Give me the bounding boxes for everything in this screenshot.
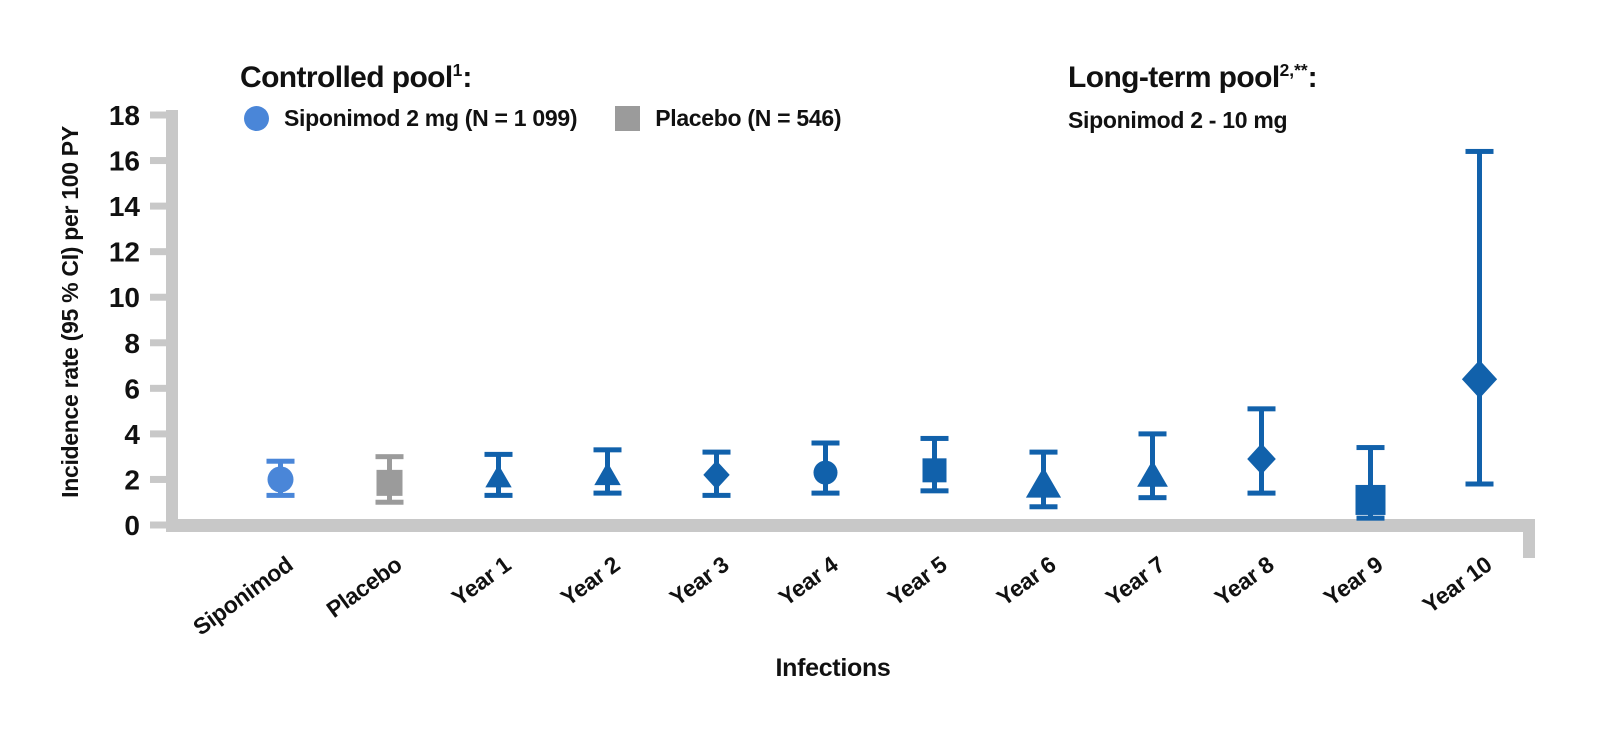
error-bar-cap-bottom	[1356, 515, 1385, 521]
x-category-label-year-8: Year 8	[1210, 551, 1279, 611]
error-bar-cap-bottom	[1029, 504, 1058, 510]
data-point-year-9-square	[1355, 484, 1386, 515]
data-point-year-4-circle	[813, 460, 838, 485]
x-axis-end-cap	[1523, 519, 1535, 558]
data-point-year-8-diamond	[1247, 443, 1276, 475]
y-tick-14	[150, 202, 166, 210]
x-category-label-year-1: Year 1	[447, 551, 516, 611]
error-bar-cap-top	[1465, 148, 1494, 154]
error-bar-cap-top	[1029, 449, 1058, 455]
y-tick-6	[150, 384, 166, 392]
legend-item-placebo: Placebo (N = 546)	[615, 105, 842, 132]
y-tick-16	[150, 157, 166, 165]
error-bar-cap-bottom	[920, 488, 949, 494]
x-category-label-year-3: Year 3	[665, 551, 734, 611]
data-point-placebo-square	[376, 469, 403, 496]
x-category-label-placebo: Placebo	[321, 551, 406, 623]
long-term-pool-heading: Long-term pool2,**:	[1068, 60, 1318, 95]
data-point-year-3-diamond	[703, 460, 730, 490]
error-bar-cap-bottom	[1138, 495, 1167, 501]
x-category-label-siponimod: Siponimod	[188, 551, 297, 640]
x-category-label-year-10: Year 10	[1418, 551, 1497, 618]
y-tick-label-4: 4	[124, 419, 140, 450]
error-bar-cap-bottom	[1247, 490, 1276, 496]
long-term-pool-colon: :	[1307, 61, 1318, 94]
y-tick-label-6: 6	[124, 373, 140, 404]
error-bar-cap-bottom	[375, 499, 404, 505]
controlled-pool-title: Controlled pool	[240, 61, 453, 94]
error-bar-cap-top	[1247, 406, 1276, 412]
controlled-pool-colon: :	[462, 61, 472, 94]
error-bar-cap-top	[593, 447, 622, 453]
error-bar-cap-bottom	[1465, 481, 1494, 487]
y-tick-label-0: 0	[124, 510, 140, 541]
long-term-pool-superscript: 2,**	[1279, 60, 1308, 80]
y-tick-label-10: 10	[109, 282, 140, 313]
error-bar-stem	[1477, 151, 1482, 484]
y-tick-18	[150, 111, 166, 119]
data-point-year-7-triangle	[1137, 460, 1168, 487]
x-axis-title: Infections	[775, 654, 890, 682]
y-tick-4	[150, 430, 166, 438]
siponimod-circle-marker-icon	[244, 106, 269, 131]
error-bar-cap-bottom	[593, 490, 622, 496]
y-tick-label-18: 18	[109, 100, 140, 131]
x-category-label-year-9: Year 9	[1319, 551, 1388, 611]
y-tick-2	[150, 475, 166, 483]
plot-area: 0 2 4 6 8 10 12 14 16 18 Siponimod Placebo Year 1 Yea…	[109, 100, 1535, 640]
controlled-pool-legend: Siponimod 2 mg (N = 1 099) Placebo (N = …	[244, 105, 842, 132]
error-bar-cap-top	[1138, 431, 1167, 437]
long-term-pool-subtitle: Siponimod 2 - 10 mg	[1068, 107, 1288, 133]
data-point-year-5-square	[922, 458, 947, 483]
x-category-label-year-5: Year 5	[883, 551, 952, 611]
data-point-year-2-triangle	[594, 462, 621, 486]
error-bar-cap-top	[266, 458, 295, 464]
data-point-year-1-triangle	[485, 464, 512, 488]
y-tick-0	[150, 521, 166, 529]
legend-label-siponimod: Siponimod 2 mg (N = 1 099)	[284, 105, 578, 131]
x-category-label-year-2: Year 2	[556, 551, 625, 611]
x-category-label-year-7: Year 7	[1101, 551, 1170, 611]
y-tick-10	[150, 293, 166, 301]
y-tick-label-2: 2	[124, 464, 140, 495]
y-tick-label-16: 16	[109, 146, 140, 177]
x-category-label-year-4: Year 4	[774, 551, 843, 611]
placebo-square-marker-icon	[615, 106, 641, 131]
y-tick-label-12: 12	[109, 237, 140, 268]
error-bar-cap-bottom	[484, 492, 513, 498]
error-bar-cap-top	[484, 451, 513, 457]
error-bar-cap-top	[1356, 445, 1385, 451]
controlled-pool-heading: Controlled pool1:	[240, 60, 472, 95]
x-category-label-year-6: Year 6	[992, 551, 1061, 611]
data-point-siponimod-circle	[267, 466, 294, 493]
y-axis-line	[166, 110, 178, 532]
axes: 0 2 4 6 8 10 12 14 16 18	[109, 100, 1535, 558]
y-tick-label-8: 8	[124, 328, 140, 359]
legend-item-siponimod: Siponimod 2 mg (N = 1 099)	[244, 105, 577, 132]
error-bar-stem	[1368, 447, 1373, 519]
x-axis-line	[166, 519, 1535, 532]
error-bar-year-9	[1356, 445, 1385, 521]
error-bar-cap-top	[920, 435, 949, 441]
y-tick-label-14: 14	[109, 191, 141, 222]
y-tick-12	[150, 248, 166, 256]
error-bar-cap-bottom	[702, 492, 731, 498]
error-bar-cap-bottom	[811, 490, 840, 496]
y-tick-8	[150, 339, 166, 347]
error-bar-cap-top	[375, 454, 404, 460]
legend-label-placebo: Placebo (N = 546)	[655, 105, 842, 131]
data-point-year-6-triangle	[1025, 467, 1062, 498]
error-bar-cap-bottom	[266, 492, 295, 498]
controlled-pool-superscript: 1	[452, 60, 463, 80]
error-bar-cap-top	[811, 440, 840, 446]
long-term-pool-title: Long-term pool	[1068, 61, 1280, 94]
error-bar-cap-top	[702, 449, 731, 455]
y-axis-title: Incidence rate (95 % CI) per 100 PY	[57, 126, 83, 498]
data-point-year-10-diamond	[1461, 360, 1498, 399]
error-bar-year-10	[1465, 148, 1494, 487]
